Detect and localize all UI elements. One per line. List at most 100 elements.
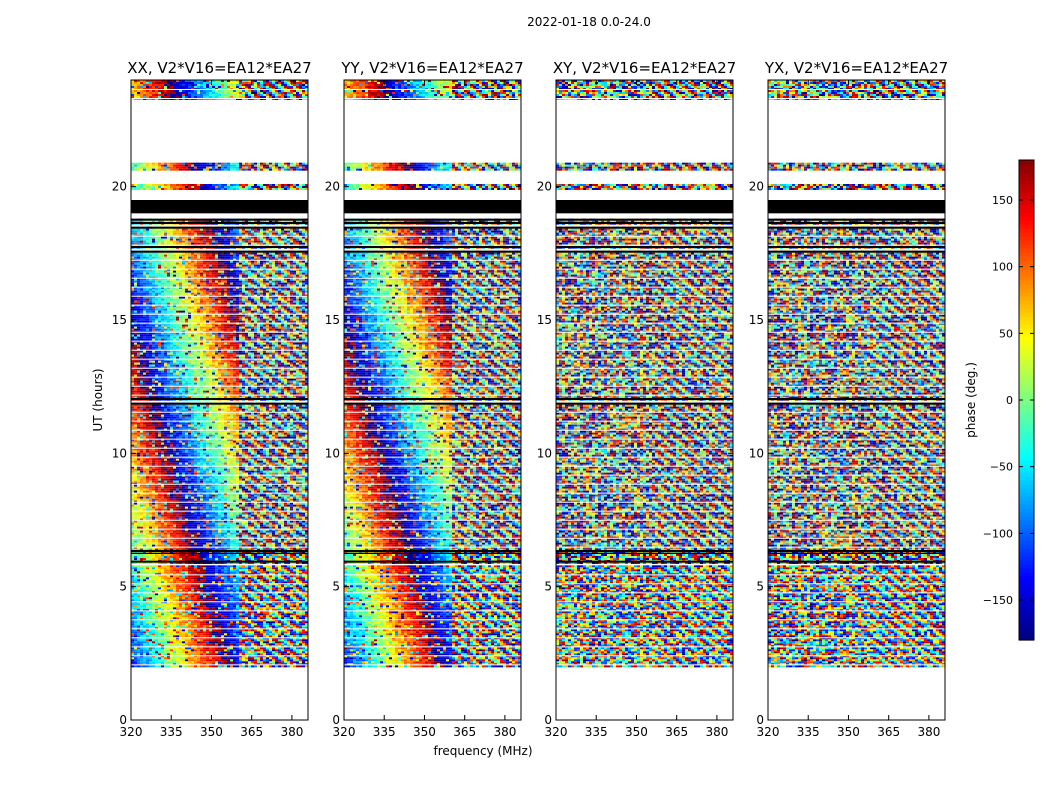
flag-gap (131, 528, 308, 530)
flag-gap (131, 664, 308, 666)
colorbar-segment (1019, 256, 1034, 261)
flag-gap (768, 510, 945, 512)
colorbar-segment (1019, 208, 1034, 213)
colorbar-segment (1019, 216, 1034, 221)
colorbar-segment (1019, 372, 1034, 377)
colorbar-segment (1019, 332, 1034, 337)
flag-gap (344, 655, 521, 657)
colorbar-segment (1019, 320, 1034, 325)
flag-gap (131, 385, 308, 387)
colorbar-segment (1019, 496, 1034, 501)
flag-gap (131, 501, 308, 503)
colorbar-segment (1019, 472, 1034, 477)
flag-line (344, 550, 521, 552)
colorbar-segment (1019, 492, 1034, 497)
flag-gap (556, 501, 733, 503)
panel-2: YY, V2*V16=EA12*EA27 320 335 350 365 380 0 5 10 1… (325, 59, 524, 739)
colorbar-segment (1019, 588, 1034, 593)
flag-gap (131, 98, 308, 99)
flag-gap (556, 483, 733, 485)
x-tick-label: 350 (837, 725, 860, 739)
flag-gap (556, 610, 733, 612)
data-band (344, 226, 521, 249)
flag-line (556, 560, 733, 563)
flag-gap (556, 394, 733, 396)
panel-title: XY, V2*V16=EA12*EA27 (553, 59, 736, 77)
flag-gap (556, 438, 733, 440)
flag-gap (131, 492, 308, 494)
x-tick-label: 320 (120, 725, 143, 739)
flag-line (768, 246, 945, 248)
flag-gap (344, 510, 521, 512)
flag-line (556, 552, 733, 554)
x-tick-label: 380 (493, 725, 516, 739)
colorbar-segment (1019, 168, 1034, 173)
flag-gap (131, 619, 308, 621)
x-tick-label: 365 (877, 725, 900, 739)
flag-gap (344, 592, 521, 594)
figure-title: 2022-01-18 0.0-24.0 (527, 15, 651, 29)
flag-gap (131, 592, 308, 594)
flag-gap (344, 286, 521, 288)
x-tick-label: 320 (333, 725, 356, 739)
flag-gap (131, 655, 308, 657)
data-band (556, 552, 733, 564)
colorbar-segment (1019, 624, 1034, 629)
x-tick-label: 320 (545, 725, 568, 739)
flag-line (768, 560, 945, 563)
colorbar-tick-label: 100 (992, 261, 1013, 274)
colorbar-segment (1019, 584, 1034, 589)
colorbar-segment (1019, 268, 1034, 273)
flag-gap (344, 340, 521, 342)
flag-gap (768, 546, 945, 548)
flag-gap (131, 537, 308, 539)
colorbar-segment (1019, 384, 1034, 389)
flag-gap (131, 235, 308, 237)
flag-gap (131, 519, 308, 521)
colorbar-segment (1019, 300, 1034, 305)
flag-gap (556, 367, 733, 369)
flag-gap (344, 385, 521, 387)
flag-gap (768, 601, 945, 603)
flag-line (344, 218, 521, 221)
flag-gap (768, 268, 945, 270)
data-band (131, 162, 308, 171)
colorbar-label: phase (deg.) (964, 362, 978, 438)
colorbar-tick-label: −50 (990, 461, 1013, 474)
flag-gap (131, 456, 308, 458)
flag-gap (556, 546, 733, 548)
colorbar-segment (1019, 324, 1034, 329)
panel-1: XX, V2*V16=EA12*EA27 320 335 350 365 380 0 5 10 1… (112, 59, 312, 739)
flag-gap (768, 492, 945, 494)
data-band (556, 226, 733, 249)
flag-line (344, 560, 521, 563)
flag-gap (556, 349, 733, 351)
flag-gap (556, 420, 733, 422)
flag-gap (344, 376, 521, 378)
data-band (556, 402, 733, 553)
flag-gap (344, 546, 521, 548)
flag-gap (556, 519, 733, 521)
flag-gap (131, 244, 308, 246)
flag-gap (344, 367, 521, 369)
data-band (344, 402, 521, 553)
colorbar-segment (1019, 336, 1034, 341)
flag-gap (768, 537, 945, 539)
flag-gap (768, 592, 945, 594)
panel-4: YX, V2*V16=EA12*EA27 320 335 350 365 380 0 5 10 1… (749, 59, 948, 739)
colorbar-segment (1019, 160, 1034, 165)
colorbar-segment (1019, 228, 1034, 233)
flag-gap (344, 394, 521, 396)
flag-gap (344, 637, 521, 639)
data-band (131, 184, 308, 190)
y-tick-label: 5 (119, 580, 127, 594)
y-tick-label: 0 (119, 713, 127, 727)
colorbar-segment (1019, 608, 1034, 613)
flag-line (344, 402, 521, 405)
colorbar-segment (1019, 272, 1034, 277)
flag-gap (344, 98, 521, 99)
flag-gap (131, 349, 308, 351)
colorbar-segment (1019, 612, 1034, 617)
data-band (768, 226, 945, 249)
flag-gap (556, 574, 733, 576)
